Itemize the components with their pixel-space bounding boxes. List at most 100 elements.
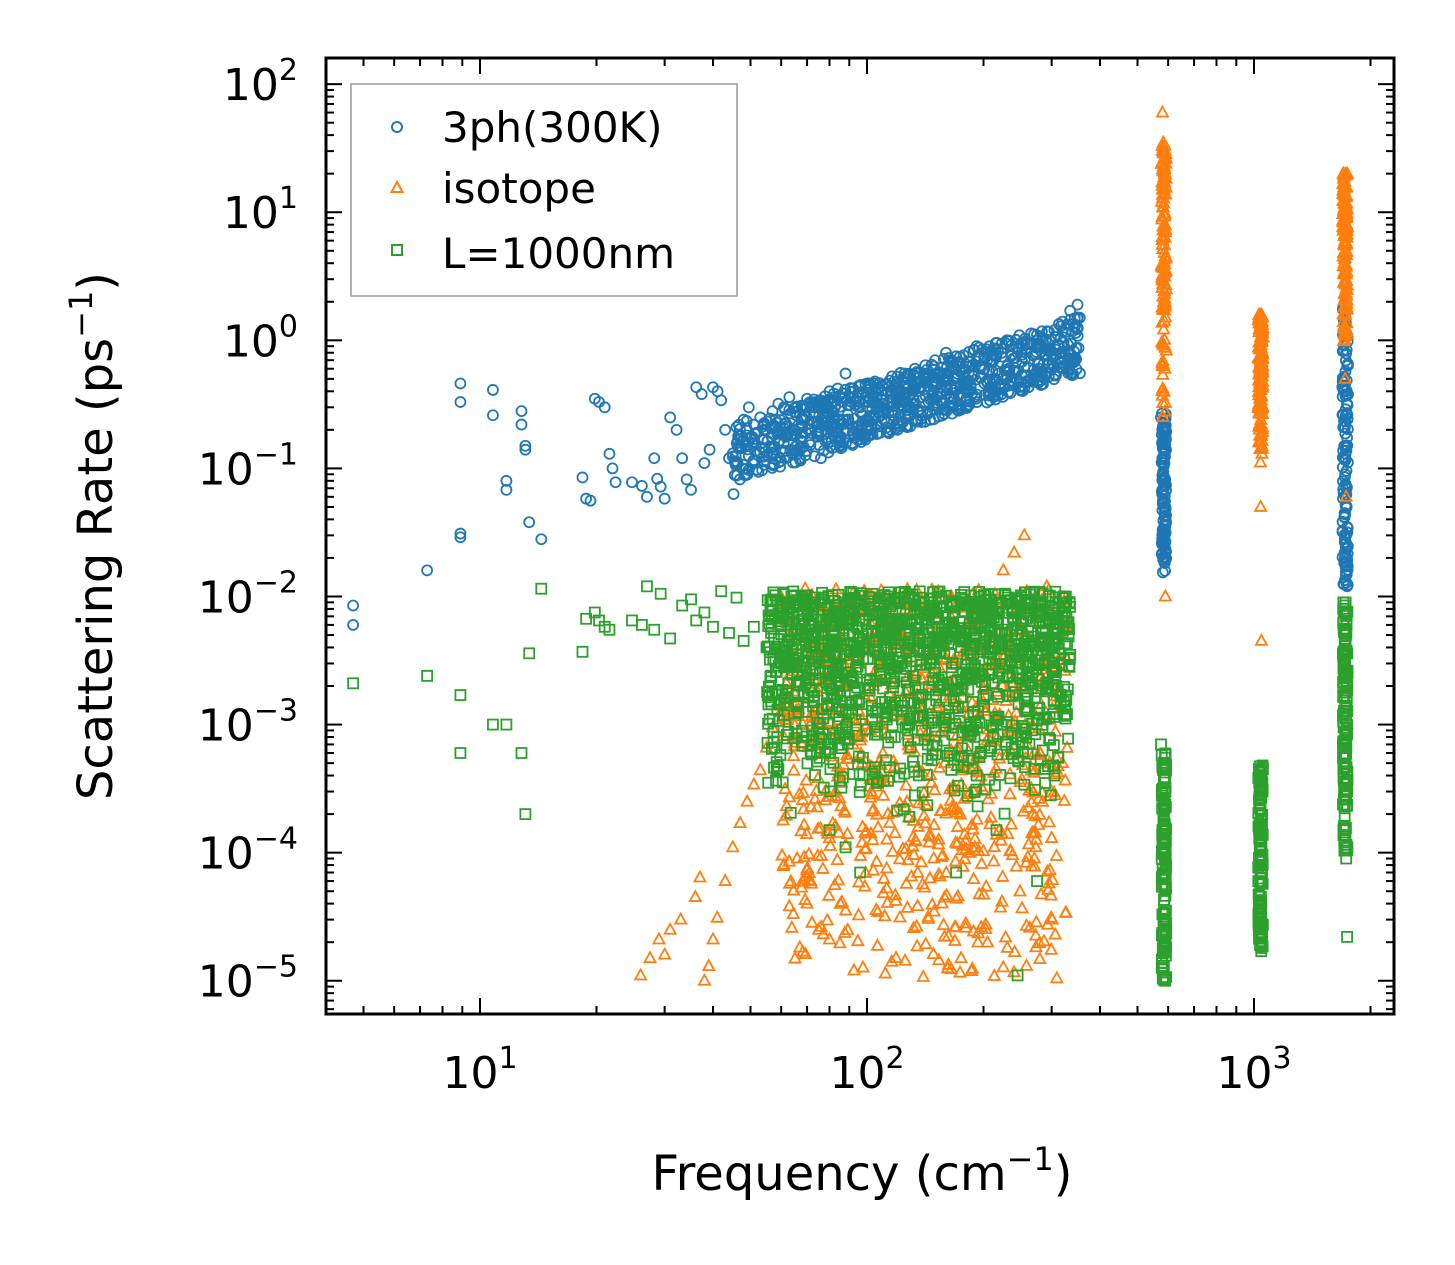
x-tick-base: 10 <box>829 1048 885 1099</box>
boundary-point <box>801 757 814 770</box>
boundary-point <box>1253 859 1266 871</box>
y-tick-base: 10 <box>198 572 254 623</box>
boundary-point <box>1338 626 1351 638</box>
boundary-point <box>985 719 998 732</box>
boundary-point <box>958 593 971 606</box>
isotope-point <box>807 791 822 805</box>
ph3-point <box>737 413 750 426</box>
isotope-point <box>1336 293 1351 306</box>
boundary-point <box>800 706 813 718</box>
isotope-point <box>1253 454 1268 468</box>
isotope-point <box>869 853 884 867</box>
isotope-point <box>1155 276 1170 289</box>
boundary-point <box>762 680 775 693</box>
isotope-point <box>910 864 925 878</box>
isotope-point <box>1031 720 1046 734</box>
isotope-point <box>879 831 894 845</box>
y-tick-exp: −2 <box>254 565 298 600</box>
isotope-point <box>1048 926 1063 940</box>
y-tick-label: 10−3 <box>198 694 298 752</box>
legend-marker-boundary <box>391 244 403 256</box>
boundary-point <box>1255 866 1268 879</box>
boundary-point <box>932 673 945 686</box>
boundary-point <box>925 621 938 633</box>
boundary-point <box>857 751 869 764</box>
boundary-point <box>873 668 886 681</box>
isotope-point <box>974 856 989 869</box>
y-tick-label: 100 <box>223 309 298 367</box>
boundary-point <box>778 660 791 672</box>
boundary-point <box>1157 973 1170 986</box>
isotope-point <box>746 776 761 790</box>
boundary-point <box>765 603 778 616</box>
boundary-point <box>891 660 904 673</box>
isotope-point <box>865 803 880 817</box>
boundary-point <box>1043 732 1055 744</box>
boundary-point <box>1019 704 1031 716</box>
boundary-point <box>938 623 951 636</box>
isotope-point <box>931 952 946 966</box>
boundary-point <box>992 710 1005 723</box>
isotope-point <box>1157 383 1172 397</box>
boundary-point <box>846 613 859 626</box>
boundary-point <box>1044 789 1057 802</box>
isotope-point <box>958 915 973 929</box>
boundary-point <box>964 647 977 659</box>
ph3-point <box>847 382 859 395</box>
isotope-point <box>898 777 914 791</box>
ph3-point <box>1338 507 1351 519</box>
y-tick-label: 102 <box>223 53 298 111</box>
ph3-point <box>1048 324 1061 337</box>
isotope-point <box>790 708 805 721</box>
ph3-point <box>1160 545 1172 558</box>
boundary-point <box>664 632 677 645</box>
boundary-point <box>797 592 810 605</box>
ph3-point <box>1000 363 1013 376</box>
isotope-point <box>887 825 902 839</box>
boundary-point <box>780 608 793 621</box>
isotope-point <box>996 959 1011 973</box>
isotope-point <box>950 819 965 832</box>
ph3-point <box>606 462 619 475</box>
isotope-point <box>1028 839 1043 853</box>
ph3-point <box>1159 552 1172 564</box>
boundary-point <box>1029 783 1042 796</box>
boundary-point <box>962 754 975 767</box>
isotope-point <box>1155 155 1170 168</box>
ph3-point <box>1158 530 1171 543</box>
isotope-point <box>853 848 868 861</box>
isotope-point <box>1155 395 1170 408</box>
ph3-point <box>519 443 532 456</box>
boundary-point <box>1009 651 1021 664</box>
boundary-point <box>926 748 939 761</box>
boundary-point <box>1340 733 1352 746</box>
ph3-point <box>1031 333 1044 346</box>
boundary-point <box>347 677 360 690</box>
isotope-point <box>725 839 740 853</box>
isotope-point <box>1158 588 1173 602</box>
isotope-point <box>1034 886 1049 900</box>
boundary-point <box>952 702 964 714</box>
isotope-point <box>1337 184 1352 198</box>
boundary-point <box>763 713 776 726</box>
boundary-point <box>992 690 1004 703</box>
boundary-point <box>841 718 853 731</box>
isotope-point <box>1044 887 1059 901</box>
ph3-point <box>784 407 797 420</box>
boundary-point <box>941 749 954 762</box>
isotope-point <box>882 815 897 829</box>
ph3-point <box>1035 379 1047 391</box>
ph3-point <box>715 394 728 407</box>
isotope-point <box>1028 808 1043 822</box>
isotope-point <box>1024 794 1039 808</box>
boundary-point <box>900 705 913 718</box>
isotope-point <box>1060 740 1075 753</box>
ph3-point <box>1159 473 1172 486</box>
boundary-point <box>888 624 901 637</box>
boundary-point <box>788 732 801 745</box>
boundary-point <box>1059 712 1072 725</box>
ph3-point <box>808 401 821 414</box>
boundary-point <box>764 595 777 608</box>
isotope-point <box>810 848 825 861</box>
boundary-point <box>1019 658 1032 671</box>
